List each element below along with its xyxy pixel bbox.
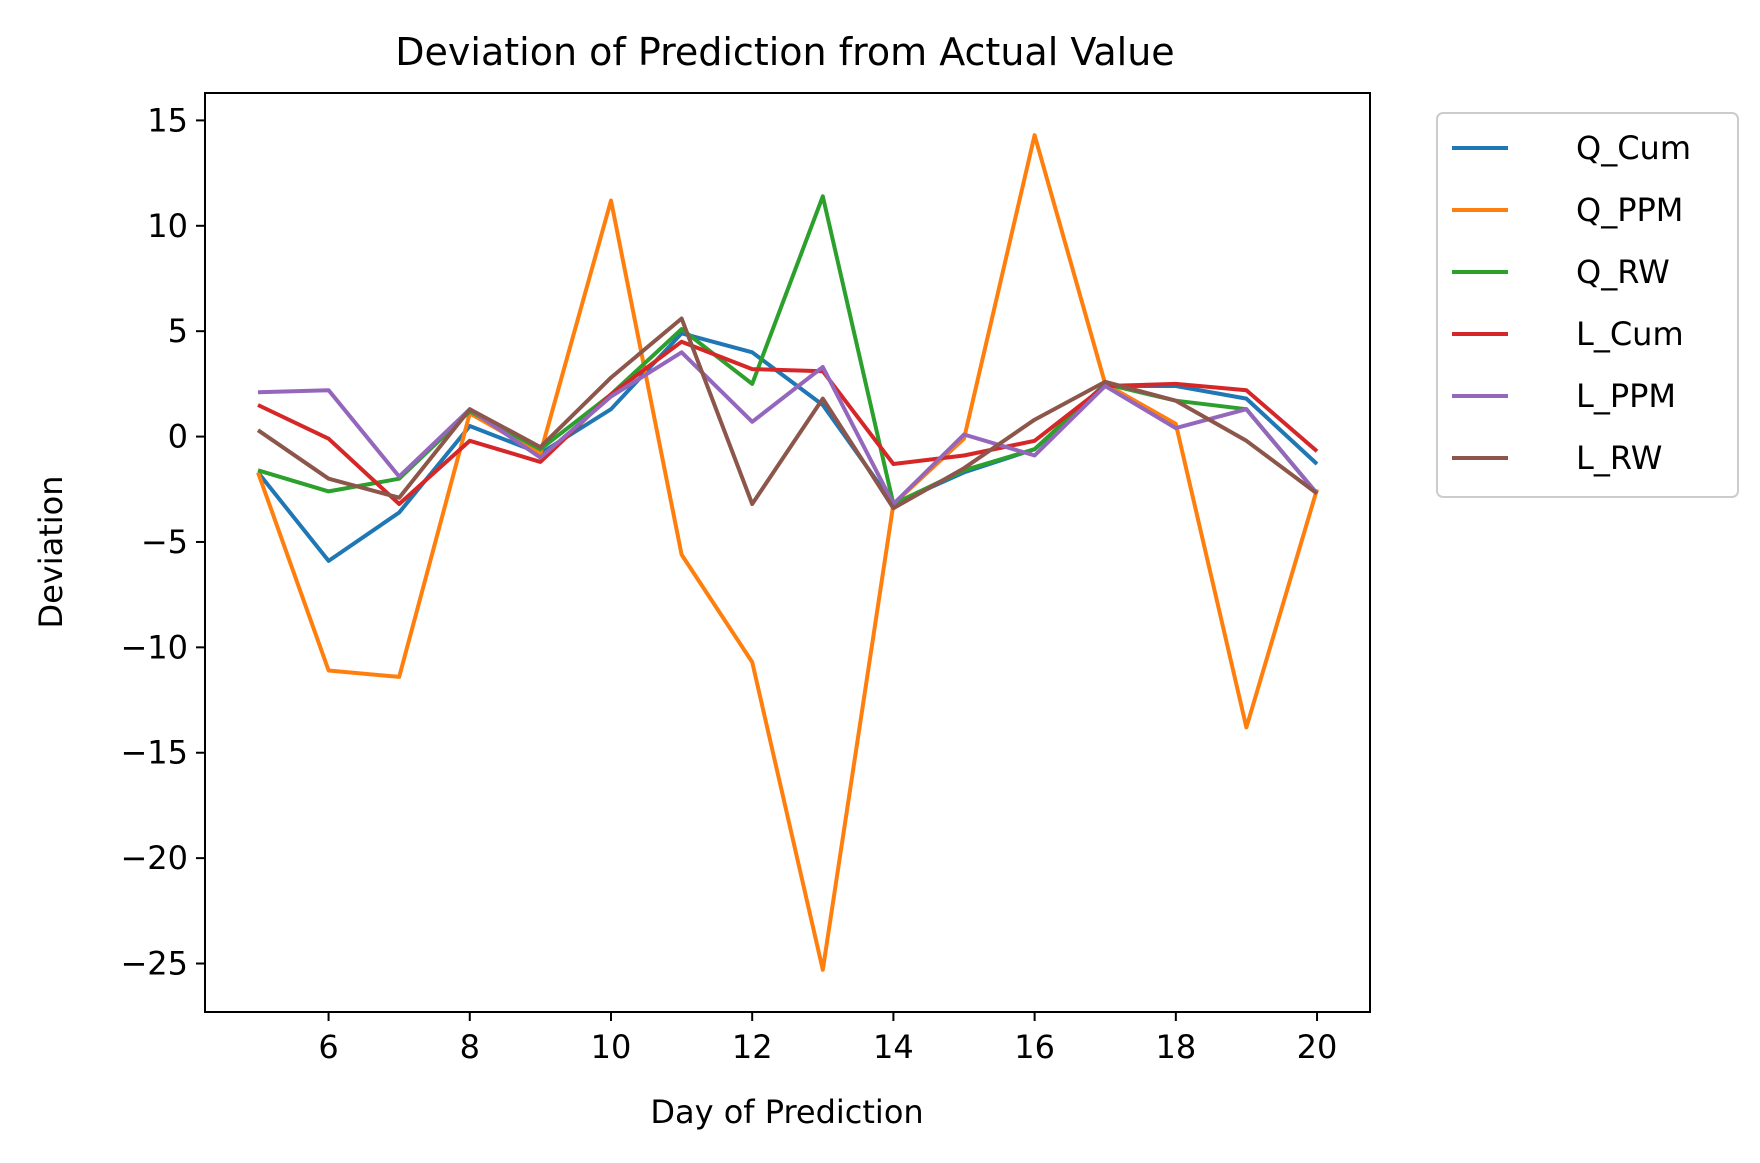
legend-label: L_RW [1576,439,1662,477]
series-line-q-ppm [256,133,1319,972]
legend-label: Q_Cum [1576,129,1691,167]
series-line-l-cum [257,339,1319,506]
axes-frame [204,92,1371,1013]
x-tick-label: 8 [460,1028,480,1066]
y-tick-label: −25 [120,945,188,983]
series-line-q-cum [256,331,1319,563]
x-tick-label: 20 [1297,1028,1338,1066]
y-axis-label: Deviation [32,475,70,628]
series-line-l-ppm [257,350,1319,506]
x-tick-label: 12 [732,1028,773,1066]
series-line-l-rw [256,316,1319,511]
legend-box [1436,112,1739,498]
x-tick-label: 14 [873,1028,914,1066]
x-tick-label: 18 [1155,1028,1196,1066]
y-axis: 15 10 5 0 −5 −10 −15 −20 −25 [120,101,205,983]
legend-label: L_PPM [1576,377,1676,415]
y-tick-label: −10 [120,628,188,666]
legend-label: Q_RW [1576,253,1670,291]
x-tick-label: 16 [1014,1028,1055,1066]
legend-items: Q_Cum Q_PPM Q_RW L_Cum L_PPM L_RW [1452,129,1691,477]
x-tick-label: 10 [591,1028,632,1066]
y-tick-label: 0 [168,418,188,456]
y-tick-label: 10 [147,207,188,245]
y-tick-label: 15 [147,101,188,139]
legend-label: L_Cum [1576,315,1684,353]
legend: Q_Cum Q_PPM Q_RW L_Cum L_PPM L_RW [1436,112,1739,498]
y-tick-label: −20 [120,839,188,877]
x-axis: 6 8 10 12 14 16 18 20 [318,1012,1337,1066]
y-tick-label: −5 [141,523,188,561]
y-tick-label: −15 [120,734,188,772]
legend-label: Q_PPM [1576,191,1683,229]
y-tick-label: 5 [168,312,188,350]
x-tick-label: 6 [318,1028,338,1066]
chart-title: Deviation of Prediction from Actual Valu… [395,30,1174,74]
plot-area [256,133,1319,972]
x-axis-label: Day of Prediction [650,1093,923,1131]
